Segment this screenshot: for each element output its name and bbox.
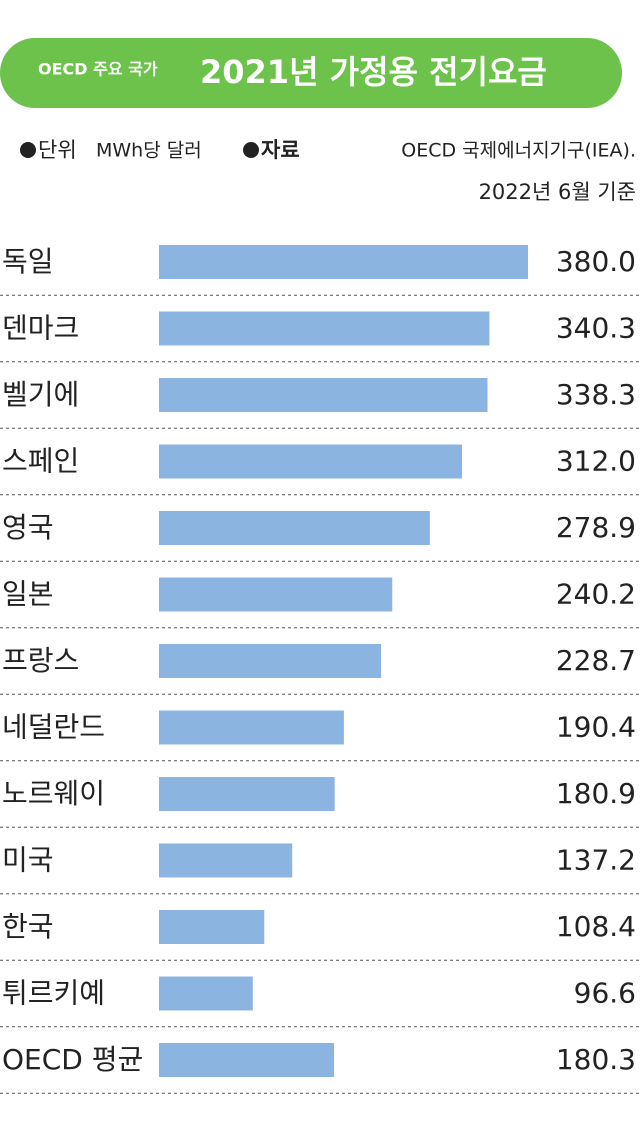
category-label: 영국 bbox=[2, 511, 54, 544]
bar bbox=[159, 311, 490, 346]
unit-label: 단위 bbox=[38, 138, 77, 162]
bullet bbox=[20, 142, 36, 158]
category-label: 벨기에 bbox=[2, 378, 79, 411]
title-background bbox=[0, 38, 622, 108]
value-label: 108.4 bbox=[556, 910, 636, 943]
value-label: 180.9 bbox=[556, 777, 636, 810]
category-label: 미국 bbox=[2, 844, 54, 877]
value-label: 96.6 bbox=[574, 977, 636, 1010]
value-label: 340.3 bbox=[556, 312, 636, 345]
bullet bbox=[243, 142, 259, 158]
source: OECD 국제에너지기구(IEA). bbox=[401, 140, 636, 162]
unit: MWh당 달러 bbox=[96, 140, 202, 162]
value-label: 180.3 bbox=[556, 1043, 636, 1076]
bar bbox=[159, 378, 488, 412]
category-label: 일본 bbox=[2, 578, 54, 611]
bar bbox=[159, 710, 344, 745]
category-label: 한국 bbox=[2, 910, 54, 943]
bar bbox=[159, 511, 430, 545]
value-label: 312.0 bbox=[556, 445, 636, 478]
category-label: 튀르키예 bbox=[2, 977, 105, 1010]
bar bbox=[159, 1043, 335, 1077]
category-label: 스페인 bbox=[2, 445, 79, 478]
category-label: 독일 bbox=[2, 245, 54, 278]
chart-title: 2021년 가정용 전기요금 bbox=[200, 53, 547, 91]
value-label: 190.4 bbox=[556, 711, 636, 744]
source-label: 자료 bbox=[261, 138, 300, 162]
value-label: 338.3 bbox=[556, 378, 636, 411]
value-label: 228.7 bbox=[556, 644, 636, 677]
source-date: 2022년 6월 기준 bbox=[479, 180, 636, 204]
category-label: 덴마크 bbox=[2, 312, 79, 345]
bar bbox=[159, 777, 335, 811]
category-label: 노르웨이 bbox=[2, 777, 105, 810]
value-label: 137.2 bbox=[556, 844, 636, 877]
title-prefix: OECD 주요 국가 bbox=[38, 60, 158, 79]
bar bbox=[159, 577, 393, 612]
bar bbox=[159, 444, 462, 479]
bar bbox=[159, 843, 293, 878]
value-label: 380.0 bbox=[556, 245, 636, 278]
category-label: OECD 평균 bbox=[2, 1043, 143, 1076]
value-label: 240.2 bbox=[556, 578, 636, 611]
bar bbox=[159, 910, 265, 944]
value-label: 278.9 bbox=[556, 511, 636, 544]
category-label: 네덜란드 bbox=[2, 711, 105, 744]
bar bbox=[159, 976, 253, 1011]
bar bbox=[159, 245, 528, 279]
category-label: 프랑스 bbox=[2, 644, 79, 677]
bar bbox=[159, 644, 382, 678]
